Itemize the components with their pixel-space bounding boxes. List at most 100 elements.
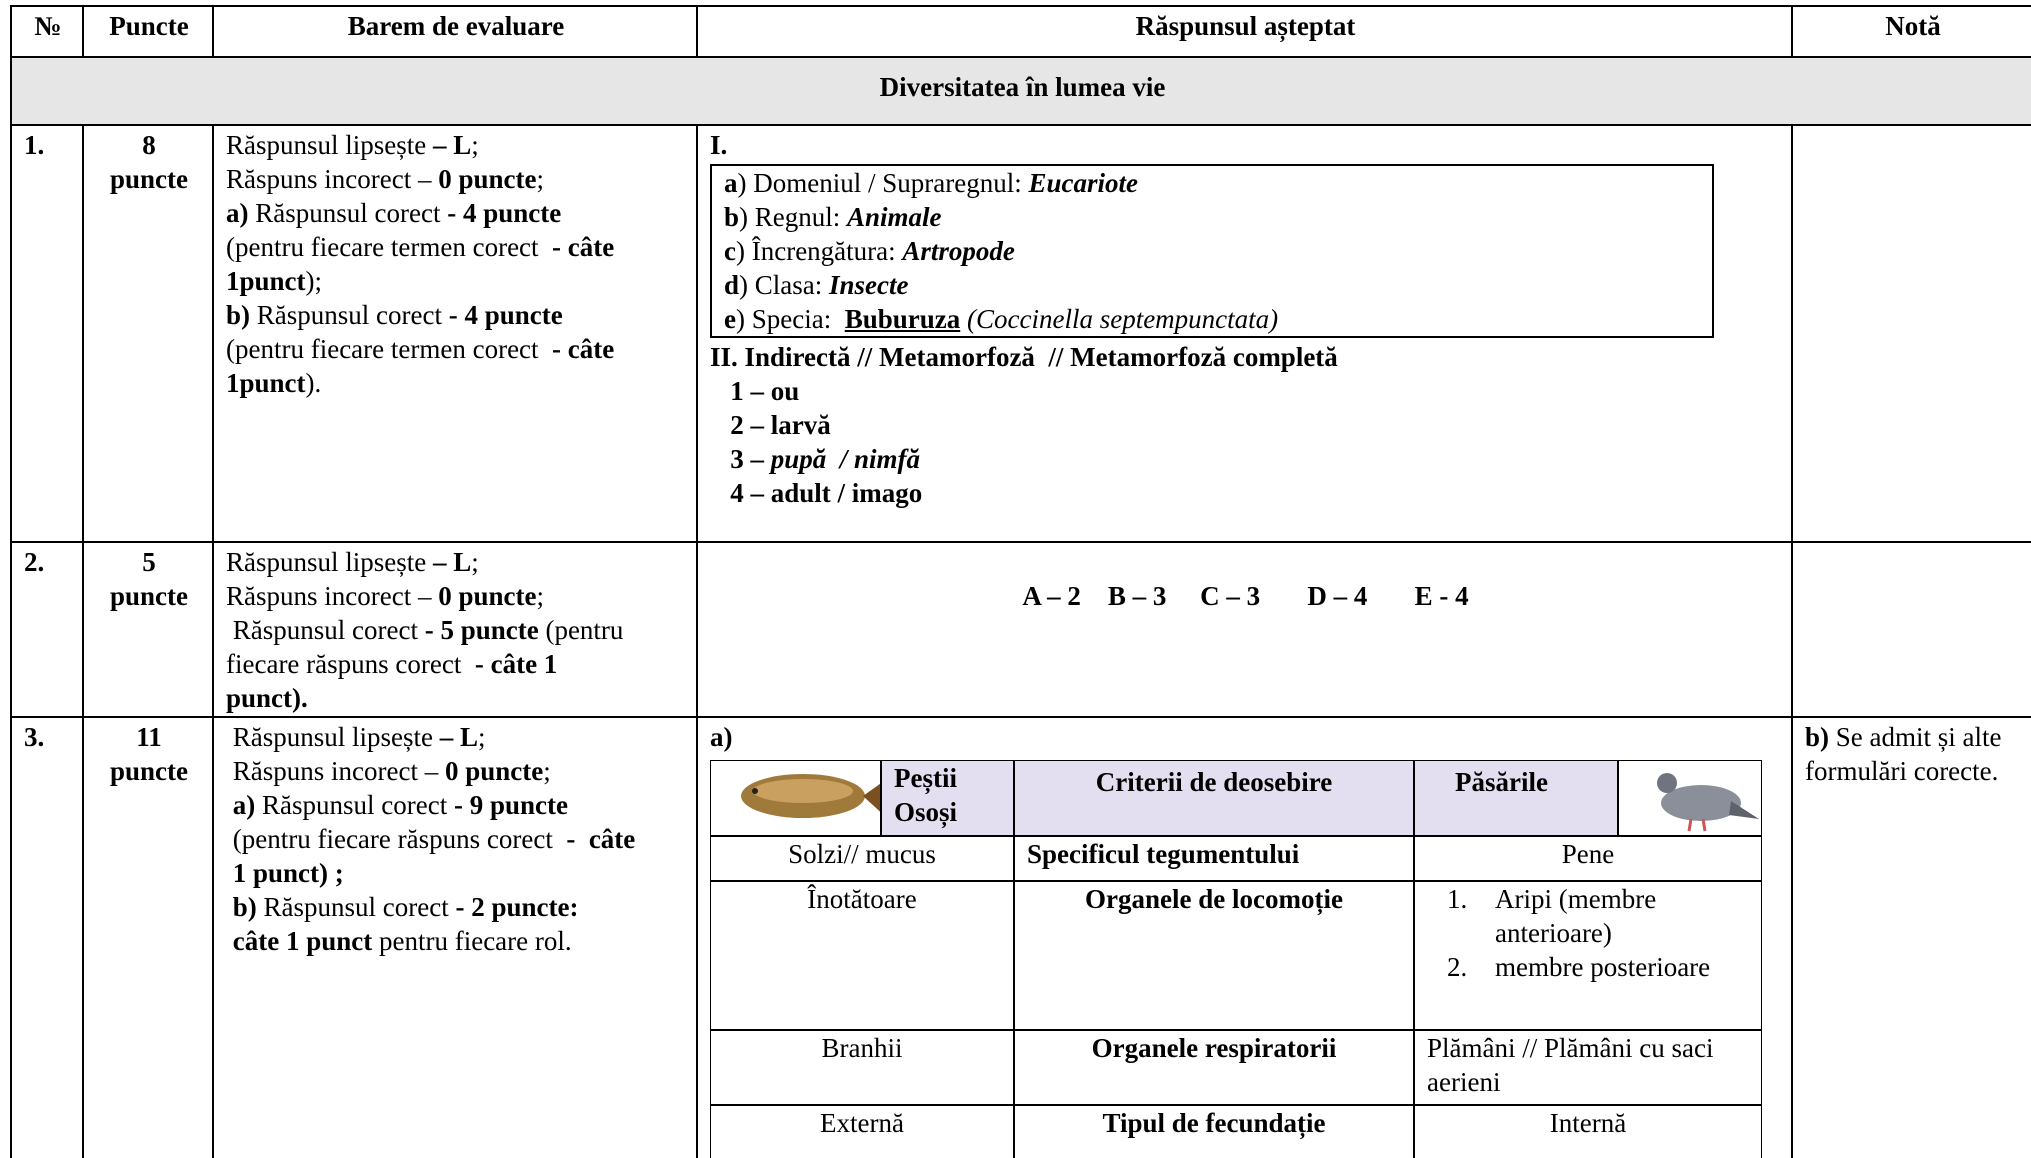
answer-label: I. xyxy=(710,130,728,160)
box-line: c) Încrengătura: Artropode xyxy=(724,234,1700,268)
text: Se admit și alte formulări corecte. xyxy=(1805,722,2009,786)
header-cell: Barem de evaluare xyxy=(212,5,698,58)
text: – L xyxy=(433,130,472,160)
header-cell: № xyxy=(10,5,84,58)
text: Răspuns incorect – xyxy=(226,164,439,194)
points-cell: 11 puncte xyxy=(82,716,214,1158)
table-cell: Branhii xyxy=(710,1030,1014,1105)
text: - 9 puncte xyxy=(453,790,568,820)
barem-line: Răspuns incorect – 0 puncte; xyxy=(226,162,686,196)
answer-line: 2 – larvă xyxy=(710,408,1781,442)
points-cell: 5 puncte xyxy=(82,541,214,718)
text xyxy=(226,790,233,820)
table-cell: Organele de locomoție xyxy=(1014,881,1414,1030)
table-cell: Tipul de fecundație xyxy=(1014,1105,1414,1158)
text: 1punct xyxy=(226,368,306,398)
text: ; xyxy=(536,164,544,194)
note-text: b) Se admit și alte formulări corecte. xyxy=(1805,720,2021,788)
cell-text: Tipul de fecundație xyxy=(1102,1108,1326,1138)
text: ) Specia: xyxy=(735,304,845,334)
cell-text: Externă xyxy=(820,1108,904,1138)
text: b) xyxy=(226,300,251,330)
note-cell xyxy=(1791,541,2031,718)
text: ; xyxy=(471,130,479,160)
cell-text: Internă xyxy=(1549,1108,1627,1138)
text: Răspunsul lipsește xyxy=(226,547,433,577)
text: 1punct xyxy=(226,266,306,296)
barem-line: a) Răspunsul corect - 4 puncte xyxy=(226,196,686,230)
table-cell: Internă xyxy=(1414,1105,1762,1158)
answer-cell: A – 2 B – 3 C – 3 D – 4 E - 4 xyxy=(696,541,1793,718)
image-cell xyxy=(710,760,881,836)
header-text: Puncte xyxy=(109,11,189,41)
barem-cell: Răspunsul lipsește – L; Răspuns incorect… xyxy=(212,716,698,1158)
text: - câte 1 xyxy=(474,649,558,679)
header-cell: Peștii Osoși xyxy=(881,760,1014,836)
barem-line: a) Răspunsul corect - 9 puncte xyxy=(226,788,686,822)
header-text: № xyxy=(34,11,62,41)
cell-text: Plămâni // Plămâni cu saci aerieni xyxy=(1427,1033,1714,1097)
cell-text: Solzi// mucus xyxy=(788,839,936,869)
barem-line: (pentru fiecare răspuns corect - câte xyxy=(226,822,686,856)
text: (Coccinella septempunctata) xyxy=(967,304,1279,334)
text: 0 puncte xyxy=(438,164,537,194)
text: ) Încrengătura: xyxy=(735,236,903,266)
cell-text: Branhii xyxy=(821,1033,903,1063)
text: II. Indirectă // Metamorfoză // Metamorf… xyxy=(710,342,1338,372)
table-cell: Externă xyxy=(710,1105,1014,1158)
barem-line: Răspuns incorect – 0 puncte; xyxy=(226,579,686,613)
text: câte 1 punct xyxy=(232,926,373,956)
number: 1. xyxy=(24,130,45,160)
text: fiecare răspuns corect xyxy=(226,649,475,679)
text xyxy=(226,858,233,888)
text: b) xyxy=(232,892,257,922)
text: - 2 puncte: xyxy=(455,892,579,922)
table-cell: Solzi// mucus xyxy=(710,836,1014,881)
text: Răspunsul corect xyxy=(256,892,456,922)
barem-line: (pentru fiecare termen corect - câte xyxy=(226,230,686,264)
text: 0 puncte xyxy=(444,756,544,786)
text: (pentru fiecare termen corect xyxy=(226,334,553,364)
list-text: Aripi (membre anterioare) xyxy=(1495,884,1657,948)
image-cell xyxy=(1618,760,1762,836)
answer-line: II. Indirectă // Metamorfoză // Metamorf… xyxy=(710,340,1781,374)
note-cell: b) Se admit și alte formulări corecte. xyxy=(1791,716,2031,1158)
text: Răspuns incorect – xyxy=(226,756,445,786)
text: 1 punct) ; xyxy=(232,858,344,888)
header-text: Răspunsul așteptat xyxy=(1135,11,1356,41)
number: 2. xyxy=(24,547,45,577)
text: Răspuns incorect – xyxy=(226,581,439,611)
answer-line: 1 – ou xyxy=(710,374,1781,408)
table-cell: Plămâni // Plămâni cu saci aerieni xyxy=(1414,1030,1762,1105)
text xyxy=(226,926,233,956)
text: a xyxy=(724,168,738,198)
cell-text: Pene xyxy=(1561,839,1615,869)
row-number: 1. xyxy=(10,124,84,543)
header-text: Criterii de deosebire xyxy=(1095,767,1333,797)
number: 3. xyxy=(24,722,45,752)
text: ; xyxy=(471,547,479,577)
barem-line: Răspuns incorect – 0 puncte; xyxy=(226,754,686,788)
text: 3 – xyxy=(710,444,771,474)
text: 4 – adult / imago xyxy=(710,478,923,508)
points: 8 xyxy=(142,130,156,160)
list-text: membre posterioare xyxy=(1495,952,1711,982)
points: puncte xyxy=(109,756,188,786)
barem-cell: Răspunsul lipsește – L; Răspuns incorect … xyxy=(212,541,698,718)
list-number: 1. xyxy=(1447,884,1468,914)
text: ) Regnul: xyxy=(739,202,848,232)
answer-line: 4 – adult / imago xyxy=(710,476,1781,510)
barem-line: b) Răspunsul corect - 4 puncte xyxy=(226,298,686,332)
text: ; xyxy=(543,756,551,786)
header-text: Notă xyxy=(1885,11,1941,41)
points-cell: 8 puncte xyxy=(82,124,214,543)
barem-line: Răspunsul lipsește – L; xyxy=(226,720,686,754)
text: 1 – ou xyxy=(710,376,800,406)
text: (pentru xyxy=(538,615,624,645)
text: ; xyxy=(478,722,486,752)
answer-box: a) Domeniul / Supraregnul: Eucariote b) R… xyxy=(710,164,1714,338)
cell-text: Specificul tegumentului xyxy=(1027,839,1300,869)
table-cell: Organele respiratorii xyxy=(1014,1030,1414,1105)
text: - 5 puncte xyxy=(424,615,539,645)
text: Răspunsul corect xyxy=(226,615,425,645)
